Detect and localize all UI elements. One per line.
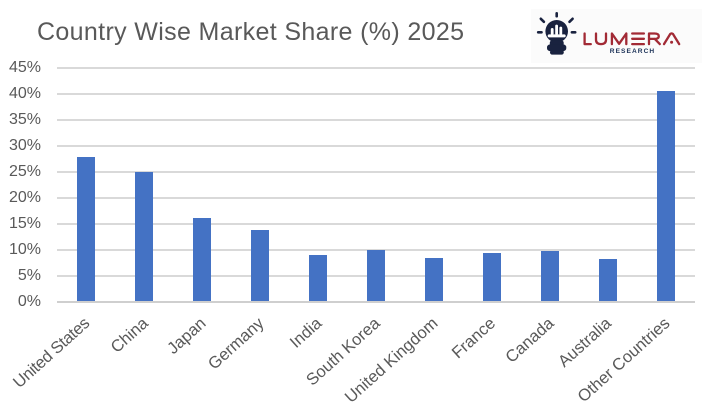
svg-text:RESEARCH: RESEARCH: [610, 48, 655, 55]
